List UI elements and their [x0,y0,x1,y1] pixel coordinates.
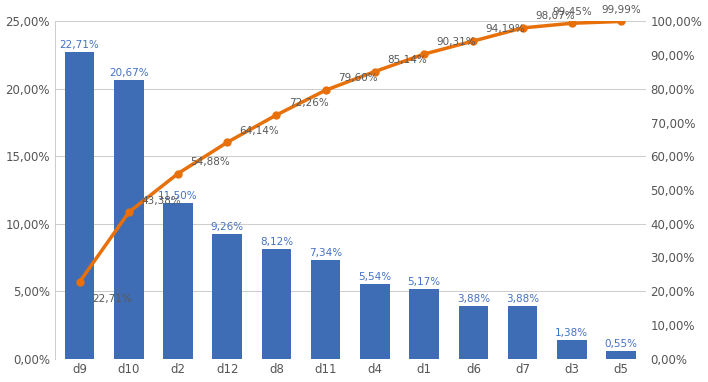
Text: 85,14%: 85,14% [387,55,427,65]
Text: 64,14%: 64,14% [239,126,279,136]
Bar [212,234,242,359]
Text: 3,88%: 3,88% [457,294,490,304]
Text: 94,19%: 94,19% [486,24,525,34]
Text: 43,38%: 43,38% [141,196,181,206]
Bar [114,80,144,359]
Bar [311,260,341,359]
Text: 11,50%: 11,50% [158,191,198,201]
Text: 5,54%: 5,54% [358,272,392,282]
Text: 99,99%: 99,99% [601,5,641,15]
Bar [262,249,291,359]
Text: 22,71%: 22,71% [59,40,99,50]
Text: 9,26%: 9,26% [211,222,244,231]
Text: 79,60%: 79,60% [338,73,377,83]
Bar [508,306,537,359]
Text: 54,88%: 54,88% [190,157,230,167]
Text: 22,71%: 22,71% [92,294,132,304]
Bar [606,351,636,359]
Text: 72,26%: 72,26% [289,98,329,108]
Bar [409,289,439,359]
Bar [459,306,488,359]
Text: 98,07%: 98,07% [535,11,575,21]
Text: 3,88%: 3,88% [506,294,539,304]
Text: 5,17%: 5,17% [408,277,440,287]
Text: 8,12%: 8,12% [260,237,293,247]
Text: 20,67%: 20,67% [109,68,149,78]
Text: 0,55%: 0,55% [605,339,638,349]
Bar [164,204,193,359]
Text: 90,31%: 90,31% [436,37,476,47]
Bar [64,52,94,359]
Text: 99,45%: 99,45% [552,6,592,16]
Text: 1,38%: 1,38% [555,328,588,338]
Bar [557,340,587,359]
Bar [360,284,389,359]
Text: 7,34%: 7,34% [309,248,342,257]
